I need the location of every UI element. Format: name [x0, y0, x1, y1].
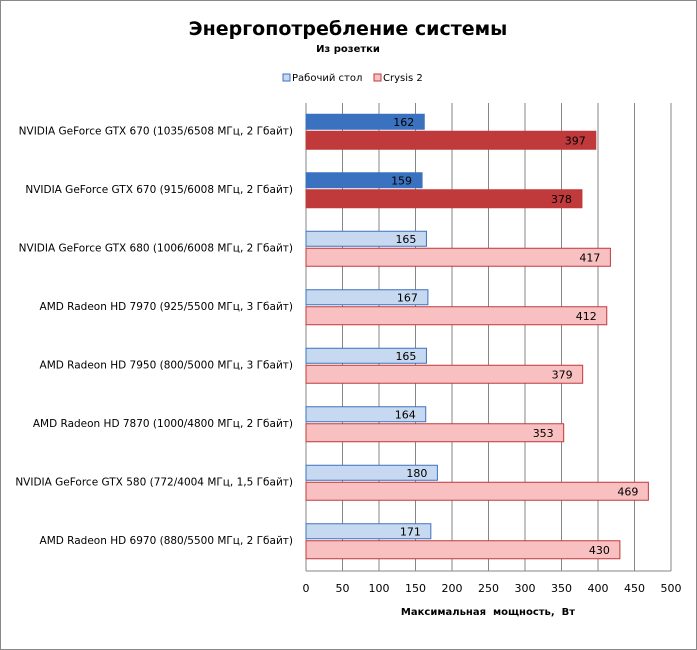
data-label: 164 [395, 408, 416, 421]
chart-subtitle: Из розетки [316, 44, 380, 55]
category-label: AMD Radeon HD 6970 (880/5500 МГц, 2 Гбай… [40, 535, 293, 547]
data-label: 167 [397, 291, 418, 304]
bar-desktop [305, 230, 427, 247]
x-axis-label: Максимальная мощность, Вт [401, 607, 575, 618]
bar-desktop [305, 289, 429, 306]
bar-crysis [305, 364, 584, 384]
data-label: 397 [565, 134, 586, 147]
x-tick-label: 0 [303, 582, 310, 595]
data-label: 379 [552, 368, 573, 381]
x-tick-label: 100 [369, 582, 390, 595]
bar-crysis [305, 423, 565, 443]
bar-crysis [305, 306, 608, 326]
category-label: NVIDIA GeForce GTX 670 (1035/6508 МГц, 2… [19, 125, 293, 137]
category-label: NVIDIA GeForce GTX 580 (772/4004 МГц, 1,… [15, 476, 293, 488]
data-label: 353 [533, 427, 554, 440]
x-tick-label: 200 [442, 582, 463, 595]
category-label: AMD Radeon HD 7970 (925/5500 МГц, 3 Гбай… [40, 301, 293, 313]
category-label: AMD Radeon HD 7950 (800/5000 МГц, 3 Гбай… [40, 359, 293, 371]
bar-crysis [305, 130, 597, 150]
legend-label-crysis: Crysis 2 [383, 73, 423, 84]
data-label: 171 [400, 525, 421, 538]
category-label: NVIDIA GeForce GTX 680 (1006/6008 МГц, 2… [19, 242, 293, 254]
bar-crysis [305, 247, 611, 267]
data-label: 162 [393, 116, 414, 129]
bar-desktop [305, 464, 438, 481]
data-label: 180 [406, 467, 427, 480]
data-label: 469 [617, 485, 638, 498]
legend: Рабочий стол Crysis 2 [282, 73, 423, 84]
legend-swatch-desktop [282, 73, 291, 82]
legend-label-desktop: Рабочий стол [292, 73, 362, 84]
data-label: 430 [589, 544, 610, 557]
x-tick-label: 450 [624, 582, 645, 595]
bar-desktop [305, 113, 425, 130]
bar-desktop [305, 523, 432, 540]
bar-desktop [305, 406, 427, 423]
x-tick-label: 50 [336, 582, 350, 595]
category-label: AMD Radeon HD 7870 (1000/4800 МГц, 2 Гба… [33, 418, 293, 430]
bar-crysis [305, 481, 649, 501]
bar-crysis [305, 189, 583, 209]
x-tick-label: 350 [551, 582, 572, 595]
x-tick-label: 300 [515, 582, 536, 595]
data-label: 412 [576, 310, 597, 323]
category-label: NVIDIA GeForce GTX 670 (915/6008 МГц, 2 … [25, 184, 293, 196]
x-tick-label: 150 [405, 582, 426, 595]
data-label: 165 [395, 233, 416, 246]
x-tick-label: 500 [661, 582, 682, 595]
x-tick-label: 400 [588, 582, 609, 595]
bar-crysis [305, 540, 621, 560]
bar-desktop [305, 172, 423, 189]
data-label: 165 [395, 350, 416, 363]
data-label: 417 [579, 251, 600, 264]
x-tick-label: 250 [478, 582, 499, 595]
legend-swatch-crysis [373, 73, 382, 82]
chart-title: Энергопотребление системы [189, 18, 508, 40]
data-label: 159 [391, 174, 412, 187]
bar-desktop [305, 347, 427, 364]
data-label: 378 [551, 193, 572, 206]
